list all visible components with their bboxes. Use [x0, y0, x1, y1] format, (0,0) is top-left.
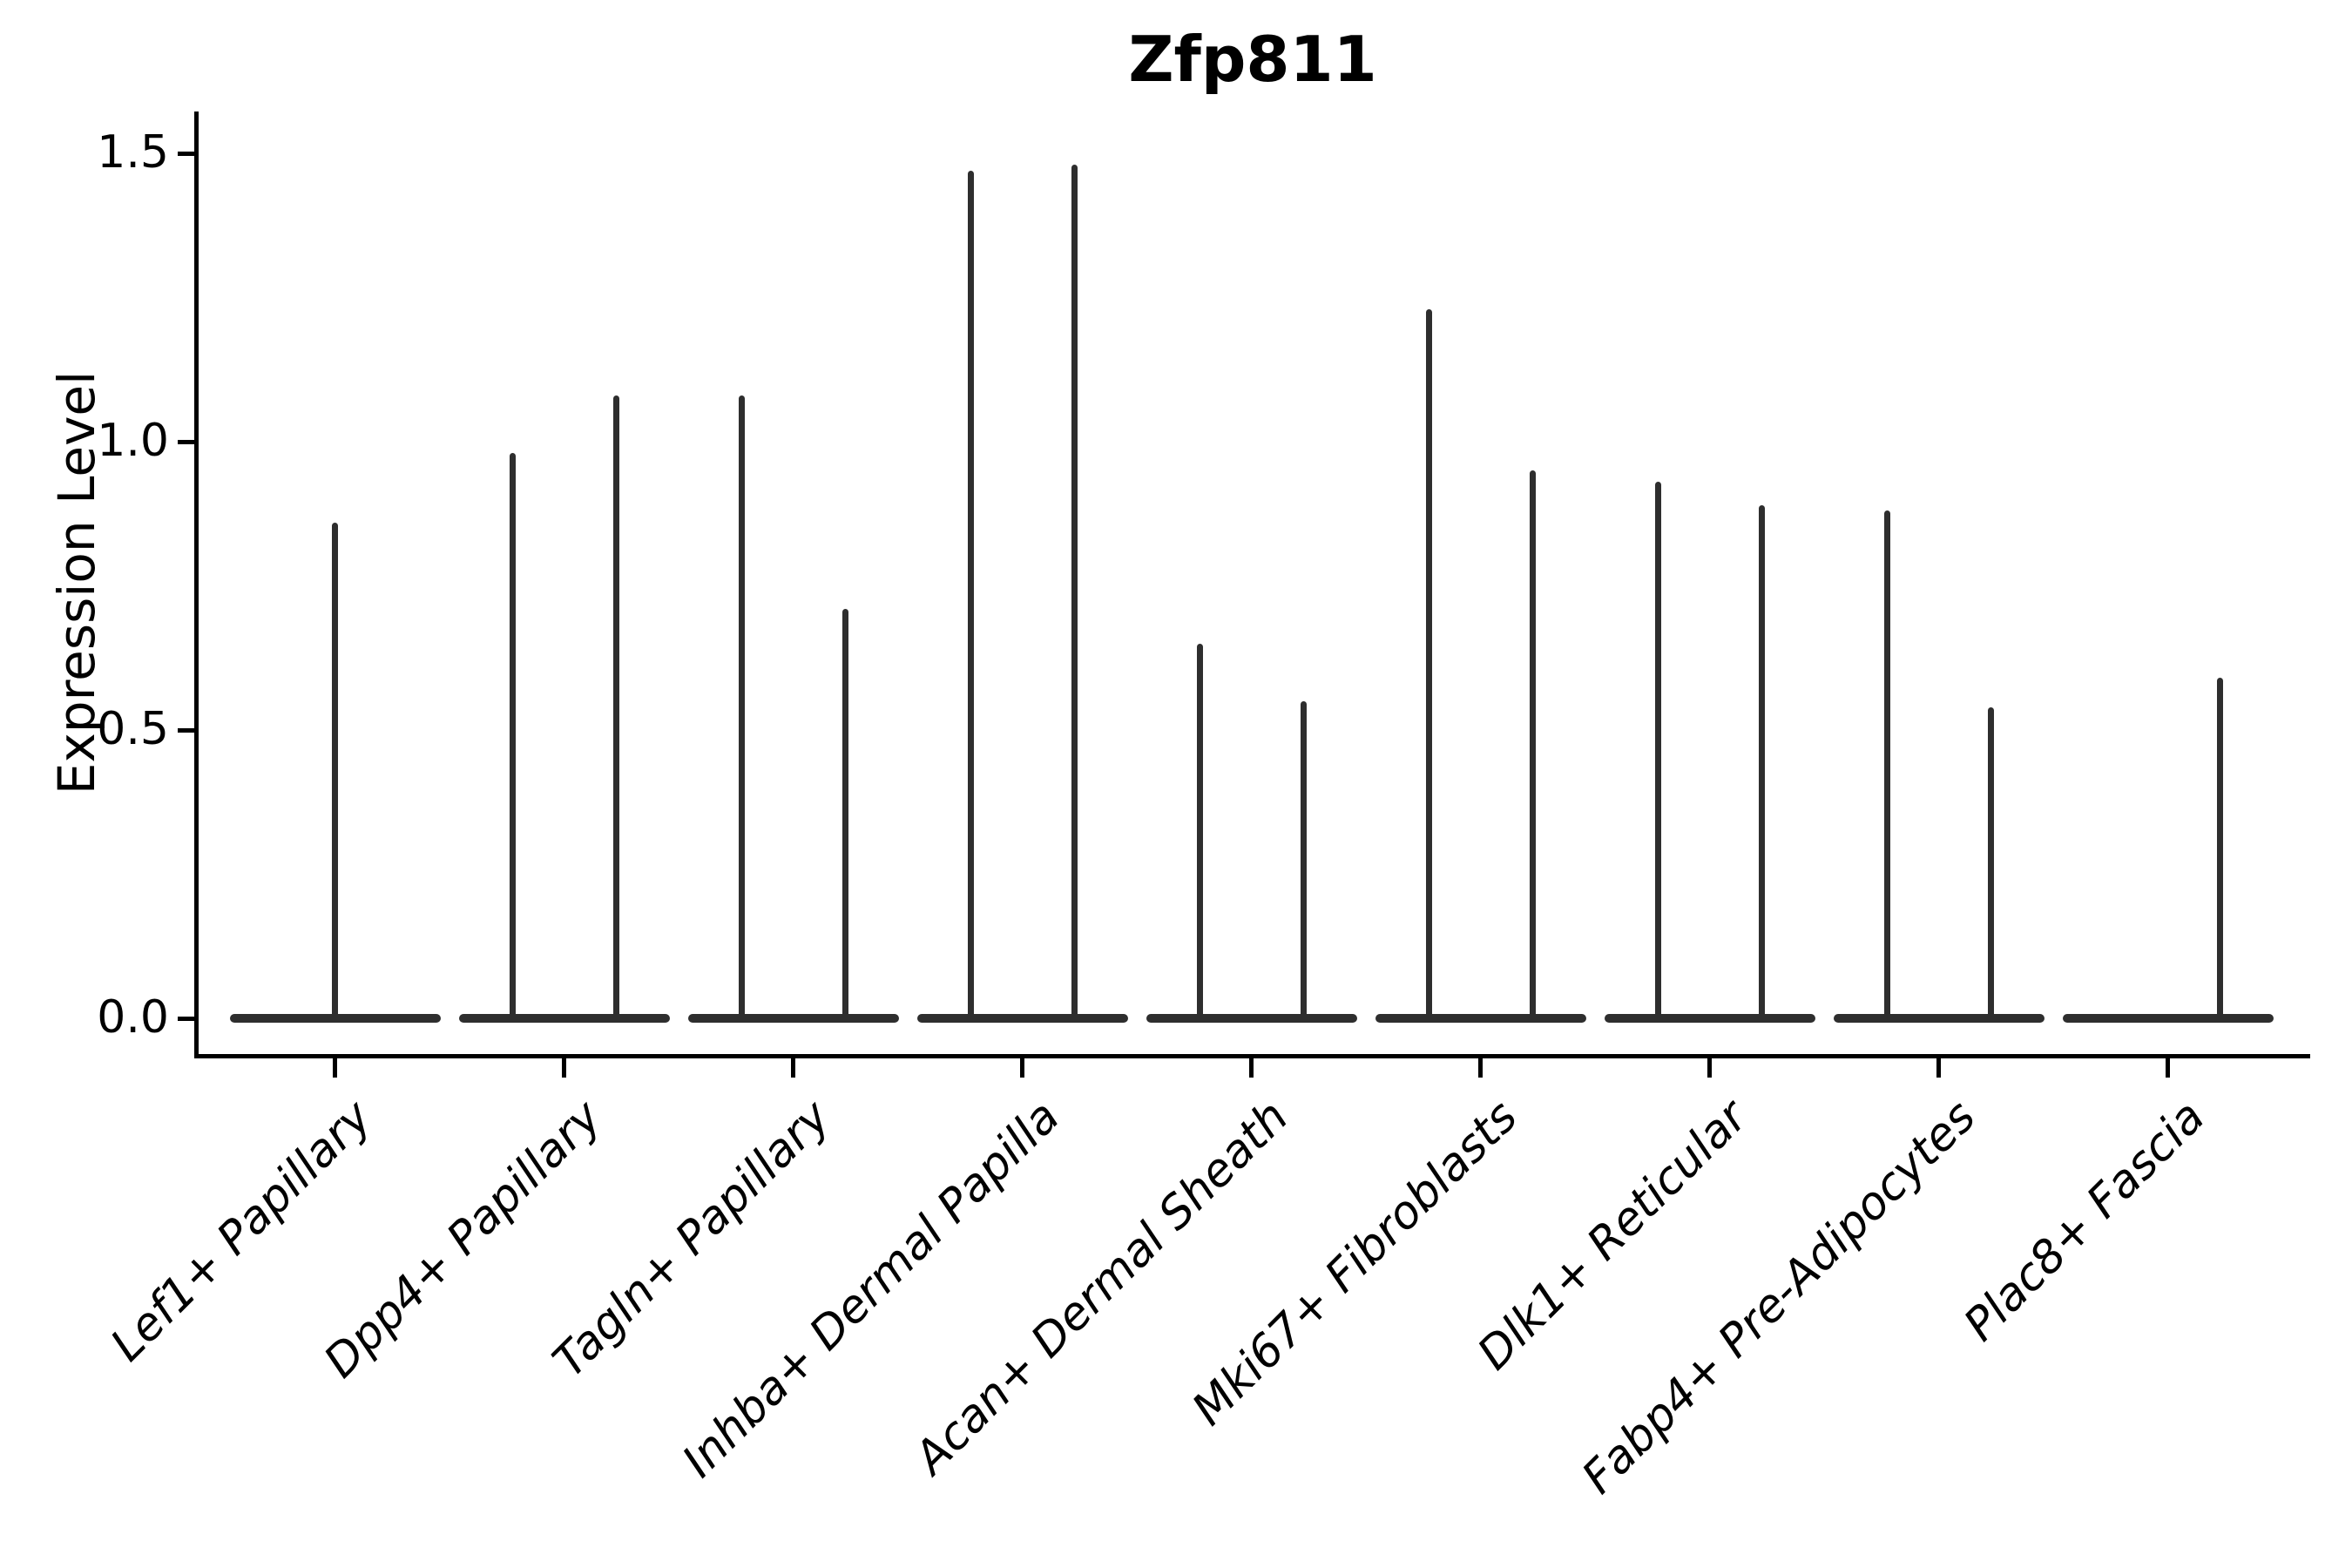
x-tick-label: Acan+ Dermal Sheath: [904, 1091, 1299, 1484]
y-axis-spine: [194, 112, 199, 1058]
violin-tail: [1071, 165, 1078, 1023]
violin-tail: [509, 453, 516, 1023]
y-tick-mark: [178, 439, 197, 444]
x-tick-mark: [562, 1058, 566, 1078]
violin-tail: [2216, 678, 2223, 1023]
y-tick-label: 1.5: [97, 125, 169, 179]
y-tick-mark: [178, 151, 197, 156]
violin-base: [1375, 1014, 1586, 1023]
violin-tail: [967, 170, 974, 1023]
violin-tail: [1654, 482, 1661, 1023]
violin-base: [1833, 1014, 2044, 1023]
violin-tail: [332, 522, 338, 1023]
y-tick-mark: [178, 727, 197, 733]
y-tick-label: 0.5: [97, 702, 169, 755]
violin-base: [687, 1014, 899, 1023]
violin-tail: [738, 395, 745, 1023]
violin-tail: [1987, 706, 1994, 1023]
x-tick-mark: [1707, 1058, 1712, 1078]
x-tick-label: Fabp4+ Pre-Adipocytes: [1572, 1091, 1986, 1504]
x-tick-label: Plac8+ Fascia: [1954, 1091, 2215, 1352]
violin-tail: [841, 608, 848, 1023]
violin-tail: [1425, 308, 1432, 1023]
x-tick-mark: [333, 1058, 337, 1078]
violin-base: [1604, 1014, 1815, 1023]
x-tick-label: Inhba+ Dermal Papilla: [672, 1091, 1070, 1488]
y-tick-label: 0.0: [97, 990, 169, 1044]
y-tick-label: 1.0: [97, 414, 169, 467]
x-tick-mark: [1249, 1058, 1254, 1078]
violin-tail: [1196, 643, 1203, 1023]
violin-tail: [1758, 504, 1765, 1023]
violin-tail: [1529, 470, 1536, 1023]
chart-title: Zfp811: [1128, 23, 1377, 96]
violin-base: [916, 1014, 1128, 1023]
x-axis-spine: [194, 1054, 2310, 1058]
y-tick-mark: [178, 1016, 197, 1021]
x-tick-mark: [1936, 1058, 1941, 1078]
violin-base: [1146, 1014, 1357, 1023]
violin-base: [2062, 1014, 2274, 1023]
violin-tail: [1883, 510, 1890, 1023]
violin-tail: [1300, 700, 1307, 1023]
violin-tail: [612, 395, 619, 1023]
x-tick-mark: [2166, 1058, 2170, 1078]
x-tick-mark: [1478, 1058, 1483, 1078]
x-tick-mark: [1020, 1058, 1024, 1078]
violin-base: [458, 1014, 670, 1023]
x-tick-mark: [791, 1058, 795, 1078]
